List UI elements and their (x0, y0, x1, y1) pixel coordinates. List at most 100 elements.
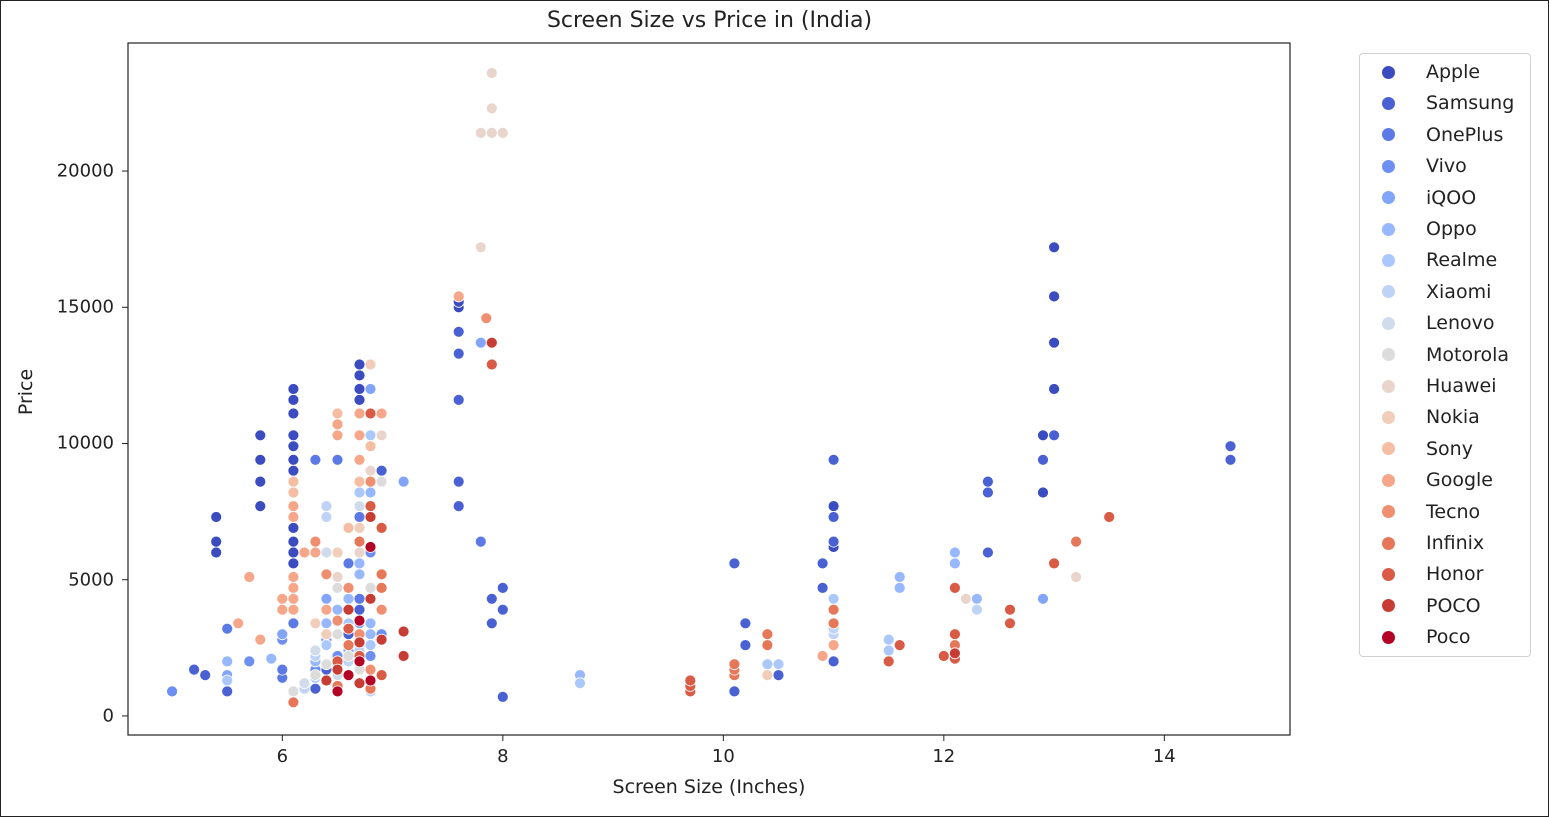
data-point (816, 557, 829, 570)
data-point (485, 102, 498, 115)
data-point (1037, 453, 1049, 466)
series-apple (210, 241, 1060, 570)
data-point (1048, 290, 1060, 303)
data-point (375, 407, 388, 420)
data-point (287, 440, 300, 453)
data-point (949, 546, 961, 559)
data-point (309, 669, 322, 681)
data-point (353, 393, 366, 406)
data-point (309, 453, 322, 466)
x-tick-label: 14 (1152, 746, 1176, 767)
data-point (375, 603, 388, 616)
data-point (353, 568, 366, 581)
data-point (949, 582, 961, 594)
data-point (320, 603, 333, 616)
data-point (331, 685, 344, 698)
data-point (331, 614, 344, 627)
legend-label: Apple (1426, 61, 1481, 83)
data-point (287, 511, 300, 523)
series-xiaomi (298, 358, 983, 698)
data-point (480, 312, 493, 325)
data-point (320, 500, 333, 513)
data-point (937, 650, 950, 662)
data-point (287, 500, 300, 513)
legend-item: Xiaomi (1360, 278, 1530, 306)
legend-marker (1382, 96, 1395, 110)
data-point (276, 663, 289, 676)
legend-item: Google (1360, 466, 1530, 494)
data-point (375, 582, 388, 594)
data-point (397, 475, 410, 488)
data-point (320, 617, 333, 630)
legend-marker (1382, 191, 1395, 205)
data-point (331, 546, 344, 559)
data-point (254, 633, 267, 646)
y-tick-label: 20000 (56, 160, 114, 182)
data-point (1103, 511, 1116, 523)
data-point (1048, 429, 1060, 442)
data-point (309, 546, 322, 559)
data-point (287, 464, 300, 477)
series-honor (331, 358, 1116, 698)
data-point (320, 639, 333, 651)
data-point (166, 685, 179, 698)
legend-label: Poco (1426, 626, 1471, 649)
data-point (827, 453, 840, 466)
series-infinix (287, 535, 1082, 709)
legend-label: Infinix (1426, 532, 1485, 554)
data-point (221, 674, 234, 687)
data-point (287, 486, 300, 499)
data-point (287, 522, 300, 534)
data-point (353, 486, 366, 499)
data-point (452, 475, 465, 488)
data-point (353, 614, 366, 627)
data-point (1224, 440, 1237, 453)
legend-label: Realme (1426, 249, 1498, 272)
data-point (375, 429, 388, 442)
data-point (882, 644, 895, 657)
data-point (342, 603, 355, 616)
data-point (971, 592, 983, 605)
series-sony (287, 407, 377, 534)
data-point (452, 393, 465, 406)
data-point (397, 650, 410, 662)
data-point (364, 582, 377, 594)
data-point (364, 541, 377, 553)
y-axis-label: Price (15, 368, 37, 416)
data-point (971, 603, 983, 616)
data-point (772, 669, 785, 681)
series-realme (221, 429, 895, 690)
data-point (364, 500, 377, 513)
legend-label: iQOO (1426, 186, 1477, 209)
legend-item: Vivo (1360, 152, 1530, 180)
data-point (353, 655, 366, 668)
data-point (221, 655, 234, 668)
data-point (210, 546, 223, 559)
x-tick-label: 12 (932, 746, 956, 767)
series-huawei (331, 67, 1082, 605)
data-point (221, 685, 234, 698)
data-point (287, 617, 300, 630)
data-point (320, 546, 333, 559)
data-point (375, 669, 388, 681)
data-point (276, 603, 289, 616)
x-tick-label: 10 (711, 746, 735, 767)
data-point (485, 126, 498, 139)
data-point (761, 628, 774, 641)
legend-item: POCO (1360, 592, 1530, 620)
data-point (254, 453, 267, 466)
data-point (364, 592, 377, 605)
legend-label: OnePlus (1426, 123, 1504, 146)
data-point (309, 617, 322, 630)
data-point (728, 685, 741, 698)
data-point (474, 241, 487, 254)
data-point (353, 592, 366, 605)
series-oneplus (221, 453, 487, 684)
data-point (287, 557, 300, 570)
data-point (353, 677, 366, 690)
data-point (1037, 429, 1049, 442)
data-point (254, 475, 267, 488)
x-tick-label: 6 (276, 746, 289, 767)
